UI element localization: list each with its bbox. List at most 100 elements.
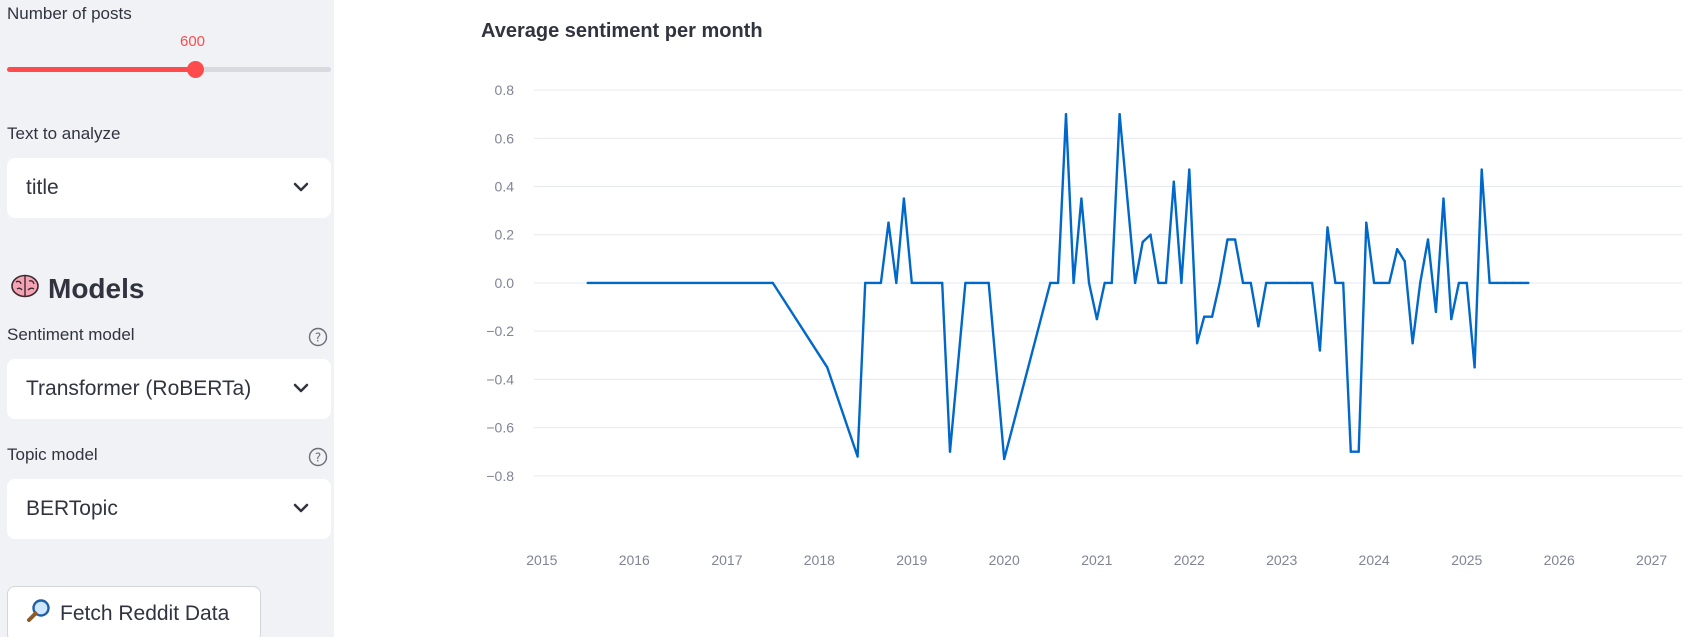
data-point <box>1133 281 1137 285</box>
y-tick-label: 0.2 <box>495 227 515 243</box>
data-point <box>1288 281 1291 285</box>
data-point <box>1180 281 1183 285</box>
y-tick-label: 0.6 <box>495 130 515 146</box>
sentiment-model-label: Sentiment model <box>7 325 135 344</box>
x-tick-label: 2022 <box>1174 552 1205 568</box>
posts-slider-thumb[interactable] <box>186 61 204 78</box>
data-point <box>902 197 906 200</box>
data-point <box>1310 281 1314 285</box>
x-tick-label: 2023 <box>1266 552 1297 568</box>
svg-text:?: ? <box>315 451 321 465</box>
data-point <box>1334 281 1337 285</box>
data-point <box>1249 281 1253 285</box>
data-point <box>1272 281 1276 285</box>
data-point <box>1049 281 1052 285</box>
x-tick-label: 2024 <box>1359 552 1390 568</box>
data-point <box>1473 366 1476 369</box>
data-point <box>1426 238 1430 241</box>
models-heading: Models <box>10 272 144 305</box>
topic-model-select[interactable]: BERTopic <box>7 479 331 539</box>
data-point <box>1503 281 1507 285</box>
data-point <box>1495 281 1499 285</box>
chevron-down-icon <box>293 180 309 198</box>
data-point <box>1188 168 1191 171</box>
data-point <box>1157 281 1160 285</box>
data-point <box>940 281 944 285</box>
data-point <box>879 281 883 285</box>
data-point <box>1388 281 1391 285</box>
sentiment-model-select[interactable]: Transformer (RoBERTa) <box>7 359 331 419</box>
x-tick-label: 2019 <box>896 552 927 568</box>
data-point <box>1357 450 1360 453</box>
data-point <box>1527 281 1530 285</box>
question-circle-icon[interactable]: ? <box>308 327 328 352</box>
data-point <box>856 455 859 458</box>
data-point <box>1141 240 1144 244</box>
y-tick-label: 0.8 <box>495 82 515 98</box>
data-point <box>1080 197 1083 200</box>
posts-slider[interactable] <box>7 61 331 78</box>
data-point <box>1103 281 1106 285</box>
data-point <box>1118 112 1121 116</box>
magnifier-icon <box>26 598 52 630</box>
x-tick-label: 2015 <box>526 552 557 568</box>
data-point <box>1465 281 1468 285</box>
data-point <box>1318 349 1322 352</box>
data-point <box>910 281 913 285</box>
data-point <box>1303 281 1306 285</box>
y-tick-label: −0.4 <box>486 371 514 387</box>
x-tick-label: 2020 <box>989 552 1020 568</box>
svg-text:?: ? <box>315 331 321 345</box>
data-point <box>1072 281 1075 285</box>
data-point <box>1434 310 1438 314</box>
data-point <box>1403 260 1406 263</box>
data-point <box>895 281 898 285</box>
data-point <box>1488 281 1491 285</box>
sidebar: Number of posts 600 Text to analyze titl… <box>0 0 334 637</box>
sentiment-series-line <box>587 112 1529 461</box>
data-point <box>1241 281 1245 285</box>
data-point <box>987 281 990 285</box>
data-point <box>1342 281 1345 285</box>
models-heading-text: Models <box>48 272 145 304</box>
data-point <box>1295 281 1298 285</box>
data-point <box>1265 281 1268 285</box>
chevron-down-icon <box>293 381 309 399</box>
posts-slider-fill <box>7 67 195 72</box>
data-point <box>1257 325 1260 328</box>
x-tick-label: 2027 <box>1636 552 1667 568</box>
x-tick-label: 2017 <box>711 552 742 568</box>
data-point <box>1457 281 1461 285</box>
data-point <box>1002 457 1006 461</box>
data-point <box>948 450 952 453</box>
data-point <box>1110 281 1113 285</box>
data-point <box>1380 281 1384 285</box>
data-point <box>1172 180 1176 183</box>
data-point <box>1087 281 1091 285</box>
data-point <box>1418 281 1422 285</box>
data-point <box>1164 281 1168 285</box>
data-point <box>1442 197 1445 200</box>
fetch-reddit-data-button[interactable]: Fetch Reddit Data <box>7 586 261 637</box>
topic-model-label: Topic model <box>7 445 98 464</box>
data-point <box>771 281 774 285</box>
data-point <box>1056 281 1060 285</box>
y-tick-label: −0.8 <box>486 468 514 484</box>
fetch-reddit-data-label: Fetch Reddit Data <box>60 602 230 625</box>
question-circle-icon[interactable]: ? <box>308 447 328 472</box>
data-point <box>863 281 867 285</box>
topic-model-value: BERTopic <box>26 497 118 520</box>
data-point <box>1519 281 1522 285</box>
x-tick-label: 2026 <box>1544 552 1575 568</box>
data-point <box>1511 281 1514 285</box>
text-select-label: Text to analyze <box>7 124 121 143</box>
data-point <box>887 221 890 224</box>
text-select[interactable]: title <box>7 158 331 218</box>
data-point <box>1450 317 1453 321</box>
chart-title: Average sentiment per month <box>481 20 763 42</box>
data-point <box>1203 315 1206 318</box>
y-tick-label: 0.4 <box>495 179 515 195</box>
x-tick-label: 2018 <box>804 552 835 568</box>
brain-icon <box>10 272 40 305</box>
